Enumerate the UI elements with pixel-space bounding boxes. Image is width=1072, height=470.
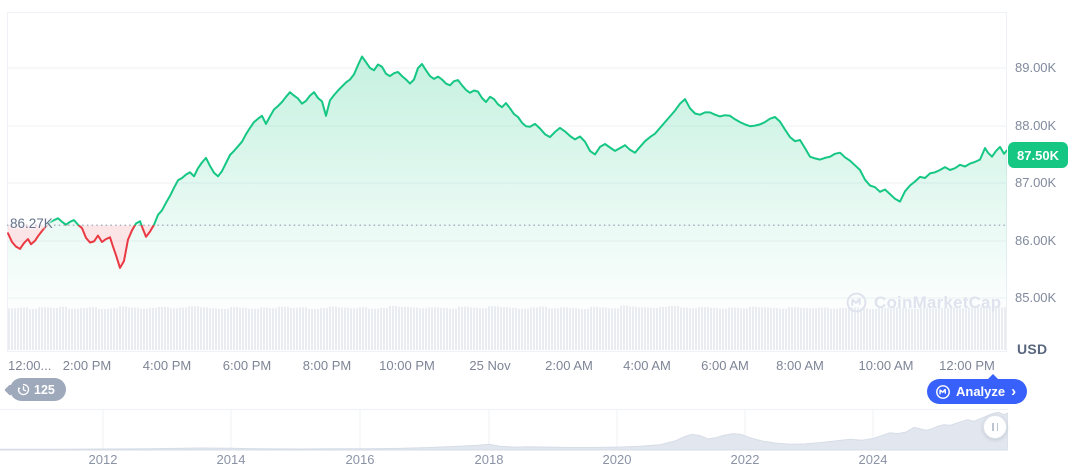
price-chart-plot[interactable] (7, 12, 1007, 352)
currency-unit-label: USD (1017, 341, 1048, 357)
time-axis: 12:00... 2:00 PM 4:00 PM 6:00 PM 8:00 PM 10:0… (0, 358, 1008, 376)
navigator-year-tick: 2024 (858, 452, 888, 467)
time-axis-tick: 4:00 PM (142, 358, 192, 373)
time-axis-tick: 25 Nov (469, 358, 511, 373)
history-count: 125 (34, 382, 55, 397)
navigator-year-tick: 2018 (474, 452, 504, 467)
handle-grip-icon (992, 423, 994, 431)
analyze-button[interactable]: Analyze › (927, 374, 1028, 404)
handle-grip-icon (996, 423, 998, 431)
price-axis-tick: 88.00K (1015, 118, 1057, 133)
time-axis-tick: 4:00 AM (623, 358, 671, 373)
price-axis: 89.00K 88.00K 87.00K 86.00K 85.00K (1008, 0, 1072, 360)
time-axis-tick: 8:00 PM (302, 358, 352, 373)
navigator-year-axis: 2012 2014 2016 2018 2020 2022 2024 (0, 452, 1008, 470)
time-axis-tick: 10:00 AM (858, 358, 914, 373)
time-axis-tick: 6:00 PM (222, 358, 272, 373)
navigator-year-tick: 2022 (730, 452, 760, 467)
navigator-handle[interactable] (983, 415, 1007, 439)
navigator-border (0, 409, 1008, 410)
open-price-label: 86.27K (10, 216, 53, 232)
navigator-year-tick: 2012 (88, 452, 118, 467)
navigator-year-tick: 2020 (602, 452, 632, 467)
chevron-right-icon: › (1011, 383, 1017, 400)
navigator-year-tick: 2016 (345, 452, 375, 467)
time-axis-tick: 12:00 PM (939, 358, 995, 373)
time-axis-tick: 12:00... (8, 358, 52, 373)
watermark-text: CoinMarketCap (874, 292, 1002, 312)
time-axis-tick: 2:00 PM (62, 358, 112, 373)
history-count-badge[interactable]: 125 (10, 378, 66, 401)
price-axis-tick: 87.00K (1015, 175, 1057, 190)
time-axis-tick: 6:00 AM (701, 358, 749, 373)
history-clock-icon (17, 383, 30, 396)
range-navigator[interactable] (0, 409, 1008, 451)
coinmarketcap-watermark: CoinMarketCap (845, 291, 1001, 314)
cmc-logo-icon (936, 384, 950, 399)
current-price-badge: 87.50K (1008, 142, 1068, 168)
navigator-year-tick: 2014 (216, 452, 246, 467)
price-axis-tick: 85.00K (1015, 290, 1057, 305)
time-axis-tick: 8:00 AM (776, 358, 824, 373)
analyze-label: Analyze (956, 384, 1006, 399)
time-axis-tick: 2:00 AM (545, 358, 593, 373)
price-axis-tick: 86.00K (1015, 233, 1057, 248)
price-axis-tick: 89.00K (1015, 60, 1057, 75)
time-axis-tick: 10:00 PM (379, 358, 435, 373)
cmc-watermark-logo-icon (846, 292, 867, 313)
